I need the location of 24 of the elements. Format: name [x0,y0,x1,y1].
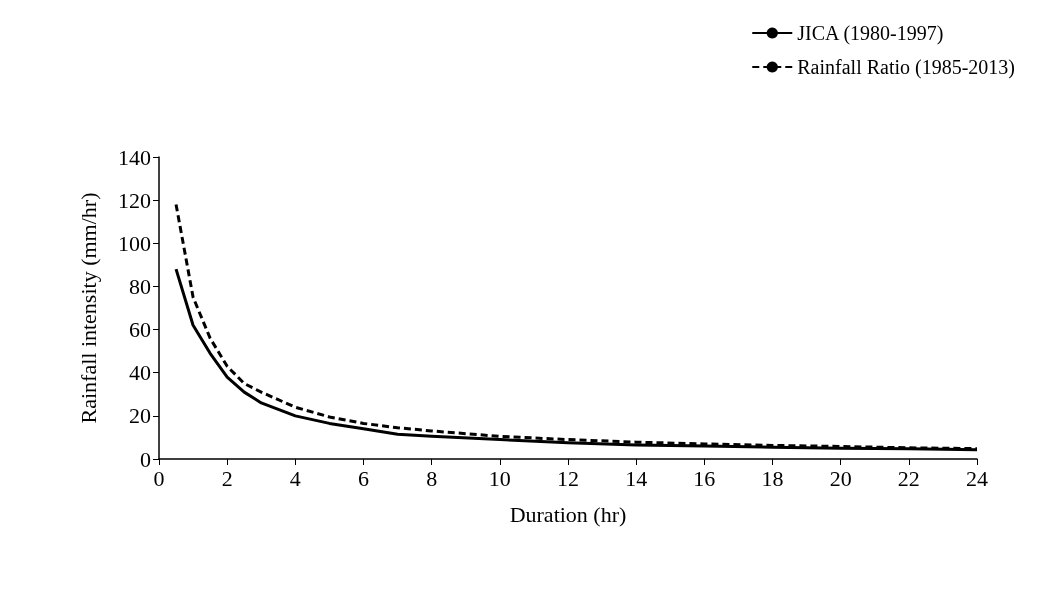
x-tick-label: 18 [761,465,784,491]
x-tick-label: 24 [966,465,988,491]
x-tick-label: 2 [221,465,233,491]
x-tick-label: 16 [693,465,716,491]
x-tick-label: 6 [358,465,369,491]
x-tick-label: 14 [625,465,648,491]
x-tick-label: 4 [289,465,301,491]
x-tick-label: 22 [897,465,920,491]
y-tick-label: 40 [129,360,151,386]
x-tick-label: 8 [426,465,438,491]
x-tick-label: 20 [829,465,852,491]
x-axis-title: Duration (hr) [509,501,627,527]
y-tick-label: 100 [118,230,151,256]
y-tick-label: 120 [118,187,151,213]
x-tick-label: 10 [488,465,511,491]
y-tick-label: 140 [118,144,151,170]
y-tick-label: 0 [140,446,151,472]
y-tick-label: 80 [129,273,151,299]
y-tick-label: 60 [129,317,151,343]
x-tick-label: 12 [557,465,579,491]
legend-label: JICA (1980-1997) [797,22,944,45]
legend-label: Rainfall Ratio (1985-2013) [797,56,1015,79]
y-axis-title: Rainfall intensity (mm/hr) [75,192,101,424]
y-tick-label: 20 [129,403,151,429]
